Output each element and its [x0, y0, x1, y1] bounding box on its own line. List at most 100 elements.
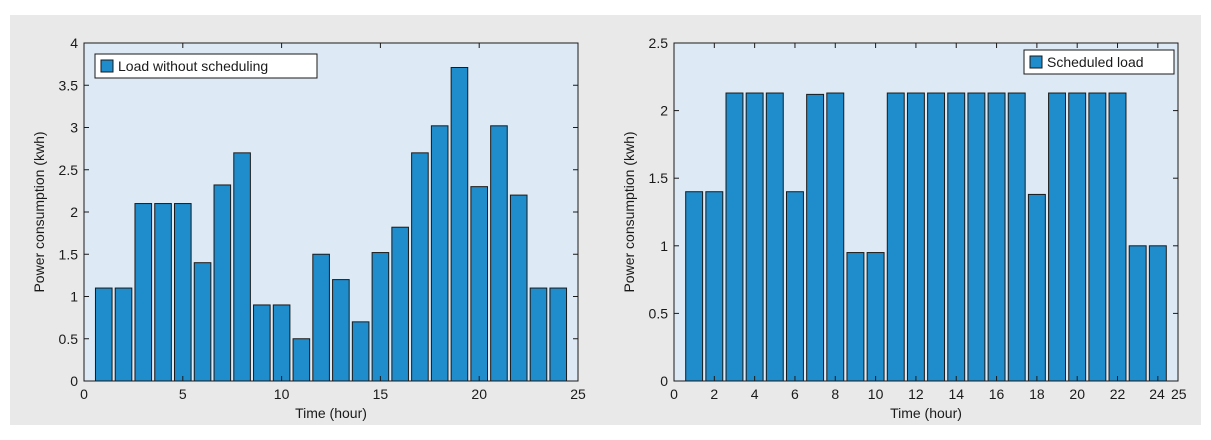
- legend-box: [1023, 49, 1175, 75]
- bar: [866, 252, 885, 382]
- bar: [886, 92, 905, 382]
- x-tick-label: 8: [831, 386, 839, 402]
- bar: [705, 191, 724, 382]
- bar: [906, 92, 925, 382]
- legend-label: Scheduled load: [1047, 54, 1144, 70]
- y-tick-label: 3.5: [59, 77, 79, 93]
- bar: [1148, 245, 1167, 382]
- bar: [371, 252, 390, 382]
- x-axis-label: Time (hour): [295, 405, 367, 421]
- bar: [430, 125, 449, 382]
- bar: [785, 191, 804, 382]
- y-tick-label: 3: [70, 120, 78, 136]
- bar: [1068, 92, 1087, 382]
- x-tick-label: 20: [471, 386, 487, 402]
- legend-swatch: [1029, 55, 1043, 69]
- x-tick-label: 0: [80, 386, 88, 402]
- y-tick-label: 2.5: [649, 35, 669, 51]
- x-tick-label: 22: [1110, 386, 1126, 402]
- x-tick-label: 20: [1069, 386, 1085, 402]
- bar: [233, 152, 251, 382]
- x-tick-label: 18: [1029, 386, 1045, 402]
- bar: [292, 338, 311, 382]
- bar: [927, 92, 946, 382]
- x-tick-label: 10: [868, 386, 884, 402]
- bar: [411, 152, 429, 382]
- x-tick-label: 4: [751, 386, 759, 402]
- y-tick-label: 1: [70, 289, 78, 305]
- bar: [685, 191, 704, 382]
- y-axis-label: Power consumption (kwh): [621, 131, 637, 292]
- bar: [806, 93, 825, 382]
- chart-1: 0 0.5 1 1.5 2 2.5 3 3.5 4 0 5 10 15 20 25 Time (hour) Po…: [31, 35, 586, 421]
- bar: [826, 92, 845, 382]
- bar: [1007, 92, 1026, 382]
- x-tick-label: 10: [274, 386, 290, 402]
- bar: [1108, 92, 1127, 382]
- bar: [114, 287, 133, 382]
- x-tick-label: 25: [1171, 386, 1187, 402]
- bar: [391, 226, 409, 382]
- x-tick-label: 2: [710, 386, 718, 402]
- bar: [947, 92, 966, 382]
- y-tick-label: 0: [70, 373, 78, 389]
- y-tick-label: 0: [660, 373, 668, 389]
- y-axis-label: Power consumption (kwh): [31, 131, 47, 292]
- x-tick-label: 0: [670, 386, 678, 402]
- bar: [272, 304, 291, 382]
- x-tick-label: 15: [373, 386, 389, 402]
- y-tick-label: 2.5: [59, 162, 79, 178]
- legend-swatch: [100, 59, 114, 73]
- bar: [134, 203, 153, 382]
- legend: Scheduled load: [1023, 49, 1175, 75]
- bar: [987, 92, 1006, 382]
- bar: [549, 287, 568, 382]
- legend: Load without scheduling: [94, 53, 318, 79]
- y-tick-label: 2: [660, 103, 668, 119]
- bar: [94, 287, 113, 382]
- bar: [174, 203, 192, 382]
- y-tick-label: 2: [70, 204, 78, 220]
- x-tick-label: 25: [570, 386, 586, 402]
- bar: [529, 287, 548, 382]
- bar: [1027, 193, 1046, 382]
- bar: [193, 262, 212, 382]
- bar: [213, 184, 232, 382]
- bar: [490, 125, 508, 382]
- chart-2: 00.511.522.50 2 4 6 8 10 12 14 16 18 20 22 24 25Time …: [621, 35, 1187, 421]
- x-axis-label: Time (hour): [890, 405, 962, 421]
- legend-box: [94, 53, 318, 79]
- bar: [765, 92, 784, 382]
- bar: [1128, 245, 1147, 382]
- y-tick-label: 1.5: [59, 246, 79, 262]
- x-tick-label: 5: [179, 386, 187, 402]
- bar: [312, 253, 330, 382]
- x-tick-label: 12: [908, 386, 924, 402]
- bar: [332, 279, 350, 382]
- bar: [253, 304, 271, 382]
- bar: [351, 321, 370, 382]
- y-tick-label: 0.5: [59, 331, 79, 347]
- bar: [967, 92, 986, 382]
- bar: [846, 252, 865, 382]
- bar: [1048, 92, 1066, 382]
- x-tick-label: 24: [1149, 386, 1165, 402]
- y-tick-label: 1: [660, 238, 668, 254]
- x-tick-label: 16: [989, 386, 1005, 402]
- y-tick-label: 4: [70, 35, 78, 51]
- axes-frame: [673, 42, 1179, 382]
- bar: [725, 92, 744, 382]
- y-tick-label: 1.5: [649, 170, 669, 186]
- bar: [154, 203, 172, 382]
- bar: [450, 67, 469, 382]
- legend-label: Load without scheduling: [118, 58, 268, 74]
- x-tick-label: 14: [948, 386, 964, 402]
- bar: [470, 186, 488, 382]
- y-tick-label: 0.5: [649, 305, 669, 321]
- bar: [1088, 92, 1107, 382]
- x-tick-label: 6: [791, 386, 799, 402]
- bar: [509, 194, 528, 382]
- bar: [745, 92, 764, 382]
